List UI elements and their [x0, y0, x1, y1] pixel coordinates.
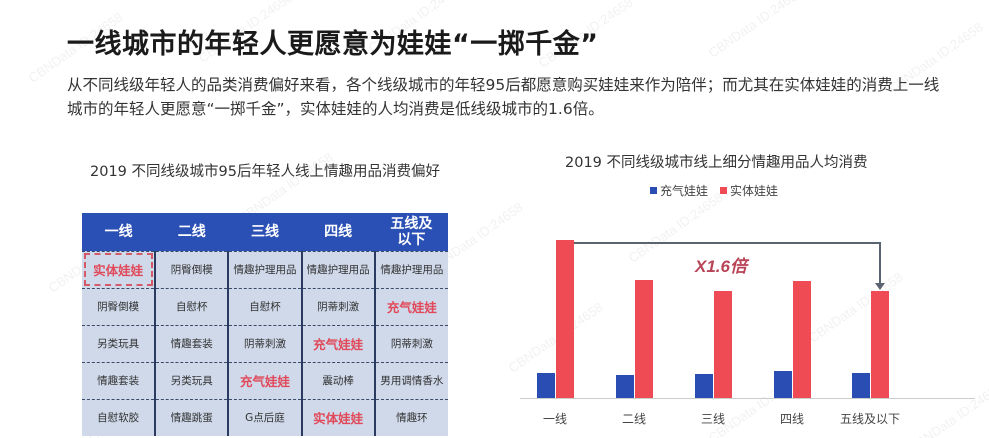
preference-table: 一线 二线 三线 四线 五线及 以下 实体娃娃 阴臀倒模 情趣护理用品 情趣护理用品 情趣护理用品…	[82, 213, 448, 436]
bar-inflatable	[695, 374, 713, 398]
table-cell: 情趣护理用品	[300, 250, 375, 288]
bar-inflatable	[774, 371, 792, 398]
table-cell: 另类玩具	[154, 361, 229, 399]
table-row: 阴臀倒模 自慰杯 自慰杯 阴蒂刺激 充气娃娃	[82, 287, 448, 325]
table-cell: 自慰软胶	[82, 398, 156, 436]
legend-swatch	[720, 187, 728, 194]
table-cell: 男用调情香水	[373, 361, 448, 399]
chart-title: 2019 不同线级城市线上细分情趣用品人均消费	[565, 155, 868, 171]
column-header: 五线及 以下	[374, 213, 448, 251]
x-tick-label: 一线	[542, 412, 567, 426]
watermark-text: CBNData ID:24658	[705, 0, 806, 61]
table-cell: 自慰杯	[154, 287, 229, 325]
legend-item: 实体娃娃	[720, 182, 778, 199]
page-title: 一线城市的年轻人更愿意为娃娃“一掷千金”	[67, 29, 599, 60]
legend-item: 充气娃娃	[650, 182, 708, 199]
table-cell: 情趣套装	[154, 324, 229, 362]
table-cell: 阴蒂刺激	[227, 324, 302, 362]
table-cell: 阴蒂刺激	[373, 324, 448, 362]
bar-inflatable	[537, 373, 555, 398]
table-cell: 情趣护理用品	[373, 250, 448, 288]
table-cell: G点后庭	[227, 398, 302, 436]
bar-inflatable	[616, 375, 634, 398]
x-axis-line	[520, 398, 975, 399]
table-body: 实体娃娃 阴臀倒模 情趣护理用品 情趣护理用品 情趣护理用品 阴臀倒模 自慰杯 自慰杯 阴蒂刺激…	[82, 250, 448, 436]
column-header: 四线	[301, 213, 375, 251]
x-tick-label: 四线	[779, 412, 804, 426]
table-cell: 震动棒	[300, 361, 375, 399]
table-cell: 另类玩具	[82, 324, 156, 362]
table-cell: 情趣套装	[82, 361, 156, 399]
table-row: 自慰软胶 情趣跳蛋 G点后庭 实体娃娃 情趣环	[82, 398, 448, 436]
table-row: 另类玩具 情趣套装 阴蒂刺激 充气娃娃 阴蒂刺激	[82, 324, 448, 362]
description-text: 从不同线级年轻人的品类消费偏好来看，各个线级城市的年轻95后都愿意购买娃娃来作为…	[67, 76, 940, 118]
ratio-annotation: X1.6倍	[695, 257, 747, 276]
bar-chart: X1.6倍 一线 二线 三线 四线 五线及以下	[520, 230, 989, 438]
bar-solid	[793, 281, 811, 398]
table-cell: 实体娃娃	[300, 398, 375, 436]
table-cell: 充气娃娃	[300, 324, 375, 362]
table-cell: 充气娃娃	[373, 287, 448, 325]
legend-label: 实体娃娃	[730, 184, 779, 198]
table-cell: 实体娃娃	[82, 250, 156, 288]
table-header-row: 一线 二线 三线 四线 五线及 以下	[82, 213, 448, 251]
table-cell: 阴蒂刺激	[300, 287, 375, 325]
chart-legend: 充气娃娃 实体娃娃	[650, 182, 778, 199]
bar-inflatable	[852, 373, 870, 398]
column-header: 二线	[155, 213, 229, 251]
table-cell: 阴臀倒模	[154, 250, 229, 288]
bar-solid	[714, 291, 732, 398]
arrow-down-icon	[875, 283, 885, 290]
x-tick-label: 三线	[700, 412, 725, 426]
x-tick-label: 五线及以下	[839, 412, 900, 426]
column-header: 一线	[82, 213, 156, 251]
bar-solid	[556, 240, 574, 398]
legend-label: 充气娃娃	[660, 184, 709, 198]
table-row: 情趣套装 另类玩具 充气娃娃 震动棒 男用调情香水	[82, 361, 448, 399]
table-cell: 充气娃娃	[227, 361, 302, 399]
bar-solid	[871, 291, 889, 398]
table-cell: 情趣护理用品	[227, 250, 302, 288]
column-header: 三线	[228, 213, 302, 251]
table-cell: 情趣环	[373, 398, 448, 436]
connector-line	[879, 242, 881, 284]
x-tick-label: 二线	[621, 412, 646, 426]
connector-line	[574, 242, 881, 244]
table-cell: 自慰杯	[227, 287, 302, 325]
table-cell: 情趣跳蛋	[154, 398, 229, 436]
legend-swatch	[650, 187, 657, 194]
table-title: 2019 不同线级城市95后年轻人线上情趣用品消费偏好	[90, 164, 440, 180]
bar-solid	[635, 280, 653, 398]
table-cell: 阴臀倒模	[82, 287, 156, 325]
table-row: 实体娃娃 阴臀倒模 情趣护理用品 情趣护理用品 情趣护理用品	[82, 250, 448, 288]
